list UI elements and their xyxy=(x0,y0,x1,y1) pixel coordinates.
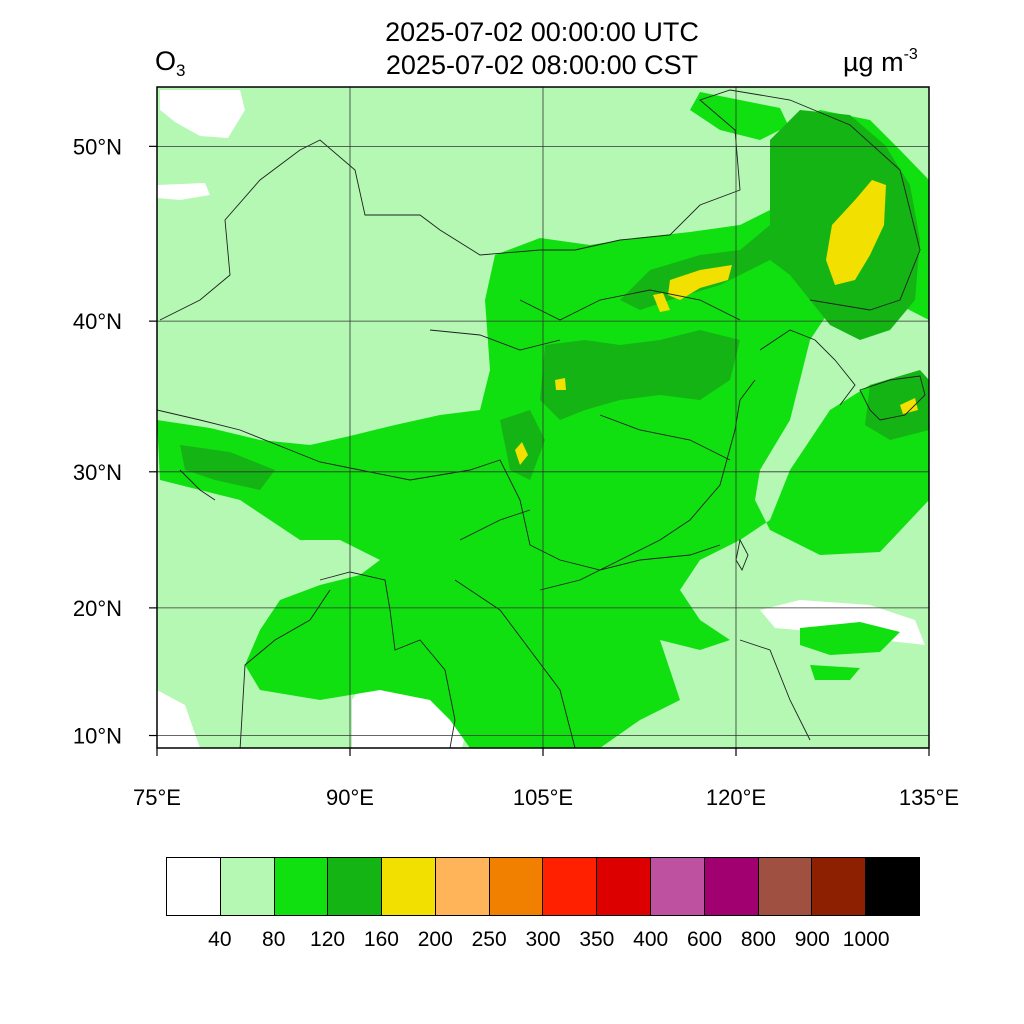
colorbar-box xyxy=(866,858,919,915)
colorbar-label: 1000 xyxy=(842,928,890,951)
colorbar-box xyxy=(597,858,652,915)
colorbar-label: 300 xyxy=(525,928,561,951)
colorbar-box xyxy=(382,858,436,915)
lat-tick-label: 20°N xyxy=(73,596,122,621)
field-80-120-se xyxy=(810,665,860,680)
colorbar-label: 800 xyxy=(740,928,776,951)
map-title-utc: 2025-07-02 00:00:00 UTC xyxy=(385,17,699,47)
colorbar-box xyxy=(328,858,383,915)
colorbar-box xyxy=(489,858,544,915)
colorbar-box xyxy=(651,858,705,915)
latitude-axis: 10°N 20°N 30°N 40°N 50°N xyxy=(73,134,157,749)
colorbar-box xyxy=(167,858,221,915)
colorbar-label: 400 xyxy=(633,928,669,951)
variable-subscript: 3 xyxy=(176,61,186,80)
boundary-lines xyxy=(157,89,926,748)
field-160-200-beijing xyxy=(668,265,732,300)
field-120-160-central xyxy=(540,330,740,420)
colorbar-labels: 40 80 120 160 200 250 300 350 400 600 800 900 1000 xyxy=(0,928,1024,958)
units-label: µg m-3 xyxy=(843,46,918,78)
colorbar-label: 600 xyxy=(687,928,723,951)
variable-name: O xyxy=(155,46,177,76)
colorbar-label: 40 xyxy=(208,928,232,951)
colorbar-box xyxy=(274,858,329,915)
colorbar-label: 250 xyxy=(471,928,507,951)
field-160-200-shaanxi xyxy=(555,378,566,390)
colorbar-box xyxy=(220,858,275,915)
field-below-40-southwest xyxy=(157,690,200,748)
units-exponent: -3 xyxy=(903,46,918,63)
field-160-200-ne-china xyxy=(826,180,886,285)
colorbar-box xyxy=(435,858,490,915)
field-160-200-japan xyxy=(900,398,918,414)
variable-label: O3 xyxy=(155,46,185,81)
colorbar-label: 350 xyxy=(579,928,615,951)
colorbar-label: 900 xyxy=(794,928,830,951)
colorbar-box xyxy=(758,858,813,915)
field-160-200-hebei xyxy=(653,293,670,312)
lat-tick-label: 30°N xyxy=(73,460,122,485)
colorbar-label: 160 xyxy=(363,928,399,951)
colorbar-label: 200 xyxy=(417,928,453,951)
colorbar-box xyxy=(704,858,759,915)
colorbar-label: 120 xyxy=(310,928,346,951)
units-base: µg m xyxy=(843,47,904,77)
field-160-200-sichuan xyxy=(515,442,528,465)
lon-tick-label: 120°E xyxy=(706,785,766,810)
lon-tick-label: 105°E xyxy=(513,785,573,810)
field-below-40-west xyxy=(157,183,210,200)
colorbar xyxy=(166,857,920,916)
field-120-160-west xyxy=(180,445,275,490)
lon-tick-label: 75°E xyxy=(133,785,181,810)
map-title-cst: 2025-07-02 08:00:00 CST xyxy=(385,50,699,80)
colorbar-label: 80 xyxy=(262,928,286,951)
lon-tick-label: 90°E xyxy=(326,785,374,810)
lon-tick-label: 135°E xyxy=(899,785,959,810)
lat-tick-label: 10°N xyxy=(73,724,122,749)
colorbar-box xyxy=(812,858,867,915)
field-80-120-east xyxy=(800,622,900,655)
longitude-axis: 75°E 90°E 105°E 120°E 135°E xyxy=(133,748,959,810)
lat-tick-label: 40°N xyxy=(73,309,122,334)
colorbar-box xyxy=(543,858,598,915)
field-120-160-japan xyxy=(865,370,929,440)
lat-tick-label: 50°N xyxy=(73,134,122,159)
field-below-40-northwest xyxy=(160,90,245,138)
